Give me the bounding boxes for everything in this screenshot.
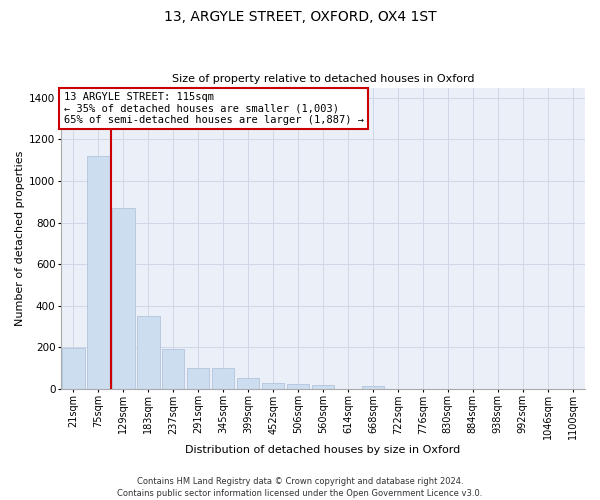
Title: Size of property relative to detached houses in Oxford: Size of property relative to detached ho… — [172, 74, 474, 84]
Bar — [62, 348, 85, 389]
X-axis label: Distribution of detached houses by size in Oxford: Distribution of detached houses by size … — [185, 445, 461, 455]
Bar — [312, 385, 334, 388]
Bar — [137, 316, 160, 388]
Bar — [362, 386, 384, 388]
Bar — [237, 378, 259, 388]
Bar — [112, 208, 134, 388]
Bar — [287, 384, 309, 388]
Text: Contains HM Land Registry data © Crown copyright and database right 2024.
Contai: Contains HM Land Registry data © Crown c… — [118, 476, 482, 498]
Bar — [212, 368, 235, 388]
Y-axis label: Number of detached properties: Number of detached properties — [15, 150, 25, 326]
Bar — [87, 156, 110, 388]
Text: 13, ARGYLE STREET, OXFORD, OX4 1ST: 13, ARGYLE STREET, OXFORD, OX4 1ST — [164, 10, 436, 24]
Bar — [262, 384, 284, 388]
Bar — [187, 368, 209, 388]
Text: 13 ARGYLE STREET: 115sqm
← 35% of detached houses are smaller (1,003)
65% of sem: 13 ARGYLE STREET: 115sqm ← 35% of detach… — [64, 92, 364, 126]
Bar — [162, 349, 184, 389]
